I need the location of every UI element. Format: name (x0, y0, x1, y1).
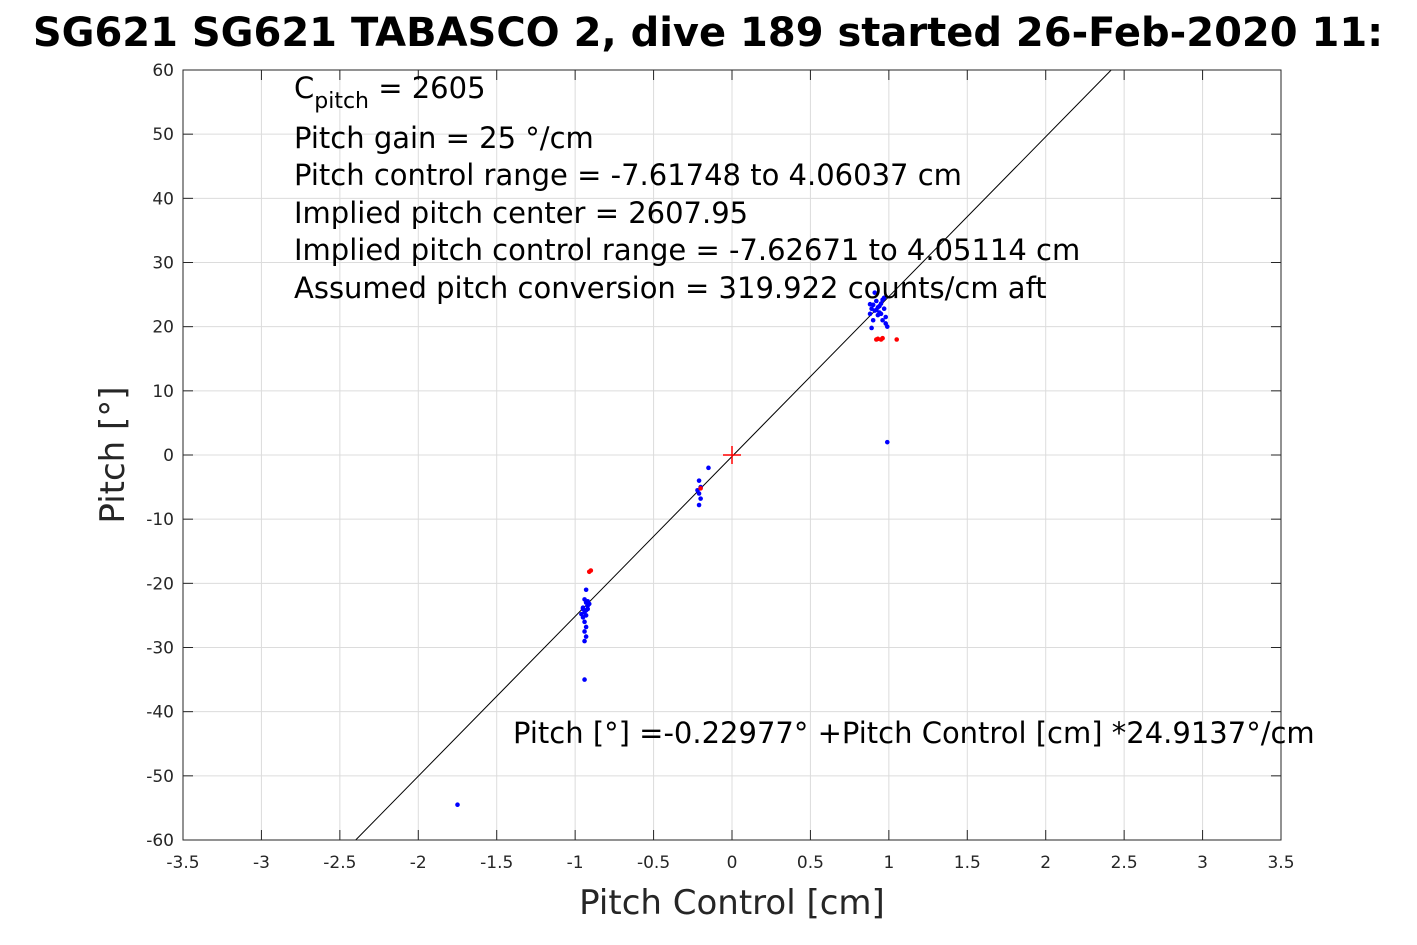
data-point-blue (877, 303, 882, 309)
data-point-red (894, 337, 899, 342)
data-point-blue (883, 314, 889, 320)
center-plus-marker (723, 446, 741, 464)
data-point-red (588, 568, 594, 573)
x-tick-label: 0.5 (797, 853, 824, 873)
data-point-blue (580, 605, 586, 611)
data-point-blue (583, 607, 589, 613)
data-point-blue (881, 295, 887, 301)
grid-layer (182, 69, 1282, 841)
annotation-line: Pitch gain = 25 °/cm (294, 121, 594, 155)
data-point-blue (880, 317, 885, 323)
y-tick-label: 60 (152, 61, 174, 81)
cpitch-annotation: Cpitch = 2605 (294, 71, 486, 114)
data-point-blue (580, 615, 586, 620)
x-tick-label: 2 (1040, 853, 1051, 873)
data-point-blue (582, 677, 587, 682)
y-tick-label: -50 (146, 767, 174, 787)
y-tick-label: -30 (146, 639, 174, 659)
scatter-points-layer (455, 290, 899, 808)
x-tick-label: -0.5 (637, 853, 670, 873)
data-point-blue (455, 802, 460, 808)
data-point-blue (582, 619, 587, 625)
y-tick-label: -60 (146, 831, 174, 851)
x-tick-label: -2.5 (323, 853, 356, 873)
y-tick-label: -40 (146, 703, 174, 723)
data-point-blue (884, 324, 890, 329)
y-tick-label: 20 (152, 318, 174, 338)
y-tick-label: 40 (152, 189, 174, 209)
x-tick-label: 1.5 (954, 853, 981, 873)
x-tick-label: 2.5 (1111, 853, 1138, 873)
data-point-blue (869, 325, 874, 331)
data-point-blue (583, 624, 589, 630)
center-marker-layer (723, 446, 741, 464)
data-point-blue (875, 312, 881, 318)
data-point-blue (583, 587, 589, 593)
y-tick-label: 50 (152, 125, 174, 145)
annotation-line: Pitch control range = -7.61748 to 4.0603… (294, 158, 962, 192)
x-tick-label: 1 (883, 853, 894, 873)
data-point-red (880, 335, 885, 341)
data-point-blue (583, 634, 589, 639)
cpitch-value: = 2605 (369, 71, 486, 105)
data-point-blue (867, 301, 873, 307)
x-tick-label: -1.5 (480, 853, 513, 873)
data-point-blue (874, 298, 879, 304)
data-point-blue (696, 478, 702, 483)
x-tick-label: -1 (567, 853, 584, 873)
y-tick-label: -10 (146, 510, 174, 530)
data-point-blue (870, 317, 876, 323)
data-point-blue (867, 311, 873, 317)
data-point-blue (706, 465, 711, 471)
data-point-blue (881, 306, 887, 312)
annotation-line: Implied pitch center = 2607.95 (294, 196, 748, 230)
data-point-blue (582, 638, 587, 644)
tick-layer: -3.5 -3 -2.5 -2 -1.5 -1 -0.5 0 0.5 1 1.5 2 2.5 3 3.5 60… (146, 61, 1294, 873)
x-axis-label: Pitch Control [cm] (579, 883, 885, 923)
y-tick-label: 0 (163, 446, 174, 466)
annotation-line: Assumed pitch conversion = 319.922 count… (294, 271, 1047, 305)
cpitch-subscript: pitch (314, 89, 369, 114)
data-point-red (698, 486, 703, 491)
y-axis-label: Pitch [°] (93, 386, 133, 523)
x-tick-label: -3 (253, 853, 270, 873)
annotation-line: Implied pitch control range = -7.62671 t… (294, 233, 1080, 267)
cpitch-base: C (294, 71, 314, 105)
data-point-blue (698, 496, 703, 501)
x-tick-label: 3 (1197, 853, 1208, 873)
annotation-block: Cpitch = 2605 Pitch gain = 25 °/cm Pitch… (294, 71, 1080, 305)
y-tick-label: 10 (152, 382, 174, 402)
x-tick-label: 3.5 (1267, 853, 1294, 873)
data-point-blue (696, 502, 702, 508)
chart-title: SG621 SG621 TABASCO 2, dive 189 started … (33, 10, 1383, 56)
data-point-blue (874, 307, 879, 313)
y-tick-label: 30 (152, 254, 174, 274)
data-point-blue (884, 439, 890, 445)
x-tick-label: -2 (410, 853, 427, 873)
data-point-blue (872, 290, 878, 295)
data-point-blue (582, 629, 587, 634)
fit-equation: Pitch [°] =-0.22977° +Pitch Control [cm]… (513, 716, 1315, 750)
x-tick-label: -3.5 (166, 853, 199, 873)
x-tick-label: 0 (727, 853, 738, 873)
y-tick-label: -20 (146, 574, 174, 594)
data-point-blue (586, 601, 592, 607)
